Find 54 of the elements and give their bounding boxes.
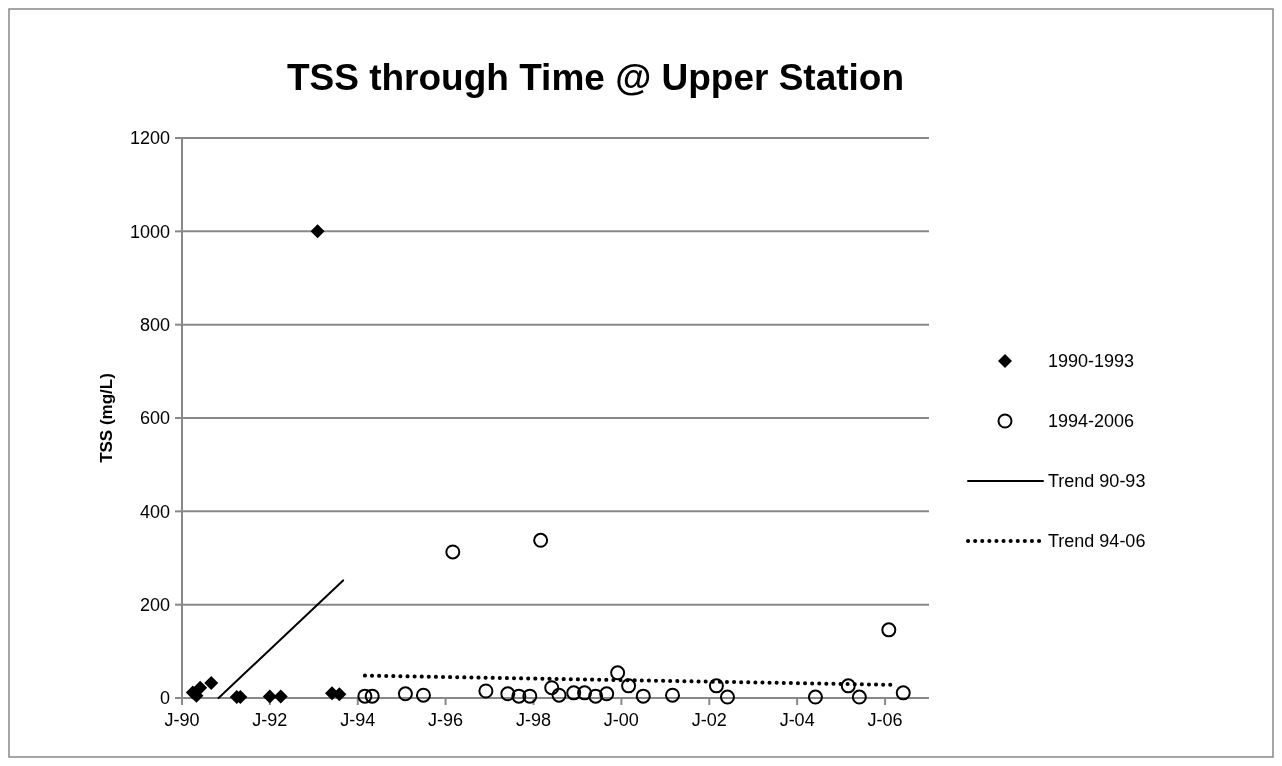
- y-tick-label: 800: [139, 314, 170, 335]
- x-tick-label: J-98: [516, 710, 552, 730]
- chart-title: TSS through Time @ Upper Station: [286, 57, 905, 98]
- y-tick-label: 1000: [129, 221, 170, 242]
- point: [310, 224, 325, 239]
- point: [500, 686, 516, 702]
- point: [610, 665, 626, 681]
- point: [511, 688, 527, 704]
- legend-label: 1994-2006: [1048, 411, 1135, 432]
- point: [719, 689, 735, 705]
- point: [478, 683, 494, 699]
- x-tick-label: J-02: [691, 710, 727, 730]
- point: [665, 687, 680, 703]
- x-tick-label: J-04: [779, 710, 815, 730]
- x-tick-label: J-94: [340, 710, 376, 730]
- point: [533, 532, 549, 548]
- y-axis-title: TSS (mg/L): [97, 373, 116, 463]
- y-tick-label: 1200: [129, 128, 170, 149]
- point: [635, 688, 651, 704]
- point: [588, 688, 604, 704]
- x-tick-label: J-96: [428, 710, 464, 730]
- point: [357, 688, 373, 704]
- point: [881, 622, 897, 638]
- point: [522, 688, 538, 704]
- point: [708, 678, 724, 694]
- point: [851, 689, 867, 705]
- y-tick-label: 200: [139, 594, 170, 615]
- point: [621, 678, 637, 694]
- y-tick-label: 400: [139, 501, 170, 522]
- point: [262, 689, 277, 704]
- point: [204, 676, 219, 691]
- point: [415, 687, 431, 703]
- x-tick-label: J-00: [603, 710, 639, 730]
- point: [577, 685, 593, 701]
- point: [807, 689, 823, 705]
- point: [445, 544, 461, 560]
- y-tick-label: 0: [159, 688, 170, 709]
- point: [599, 686, 615, 702]
- legend-label: 1990-1993: [1048, 351, 1135, 372]
- legend-label: Trend 94-06: [1048, 531, 1146, 552]
- point: [840, 678, 856, 694]
- x-tick-label: J-90: [164, 710, 200, 730]
- point: [397, 686, 413, 702]
- x-tick-label: J-92: [252, 710, 288, 730]
- point: [273, 689, 288, 704]
- legend-label: Trend 90-93: [1048, 471, 1146, 492]
- y-tick-label: 600: [139, 408, 170, 429]
- point: [364, 688, 380, 704]
- point: [551, 687, 567, 703]
- point: [895, 685, 911, 701]
- point: [544, 680, 560, 696]
- x-tick-label: J-06: [867, 710, 903, 730]
- point: [193, 680, 208, 695]
- point: [566, 685, 582, 701]
